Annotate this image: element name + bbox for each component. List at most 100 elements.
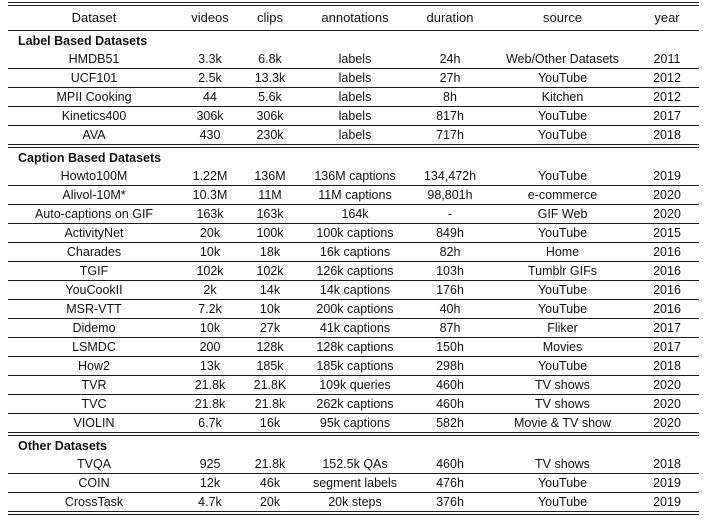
column-header-source: source	[542, 10, 583, 25]
section-title: Caption Based Datasets	[18, 150, 162, 165]
cell-year: 2016	[653, 302, 681, 316]
cell-duration: 27h	[439, 71, 461, 85]
cell-videos: 7.2k	[198, 302, 222, 316]
cell-year: 2020	[653, 397, 681, 411]
cell-annotations: labels	[338, 90, 372, 104]
cell-dataset: UCF101	[70, 71, 118, 85]
cell-videos: 12k	[199, 476, 221, 490]
cell-year: 2012	[653, 90, 681, 104]
cell-dataset: LSMDC	[72, 340, 116, 354]
cell-clips: 230k	[256, 128, 284, 142]
cell-clips: 163k	[256, 207, 284, 221]
cell-videos: 102k	[196, 264, 224, 278]
cell-duration: 817h	[436, 109, 464, 123]
cell-annotations: 185k captions	[316, 359, 394, 373]
cell-annotations: 109k queries	[319, 378, 391, 392]
cell-videos: 13k	[199, 359, 221, 373]
cell-source: YouTube	[537, 128, 588, 142]
table-row: ActivityNet 20k 100k 100k captions 849h YouTu…	[8, 224, 699, 243]
cell-source: YouTube	[537, 169, 588, 183]
cell-annotations: 14k captions	[319, 283, 391, 297]
cell-duration: 460h	[436, 378, 464, 392]
cell-duration: 582h	[436, 416, 464, 430]
table-row: Alivol-10M* 10.3M 11M 11M captions 98,801h e-…	[8, 186, 699, 205]
table-row: MSR-VTT 7.2k 10k 200k captions 40h YouTube 201…	[8, 300, 699, 319]
cell-clips: 5.6k	[258, 90, 282, 104]
cell-year: 2020	[653, 207, 681, 221]
cell-videos: 2.5k	[198, 71, 222, 85]
cell-videos: 10k	[199, 321, 221, 335]
cell-annotations: 128k captions	[316, 340, 394, 354]
cell-duration: 176h	[436, 283, 464, 297]
table-row: Auto-captions on GIF 163k 163k 164k - GIF Web…	[8, 205, 699, 224]
cell-year: 2018	[653, 128, 681, 142]
cell-source: Web/Other Datasets	[505, 52, 619, 66]
cell-duration: 8h	[443, 90, 457, 104]
cell-annotations: 20k steps	[328, 495, 382, 509]
cell-source: Movie & TV show	[513, 416, 612, 430]
cell-source: YouTube	[537, 302, 588, 316]
cell-clips: 185k	[256, 359, 284, 373]
cell-year: 2011	[653, 52, 681, 66]
cell-annotations: 136M captions	[314, 169, 396, 183]
section-header-row: Other Datasets	[8, 434, 699, 455]
cell-clips: 6.8k	[258, 52, 282, 66]
cell-videos: 10k	[199, 245, 221, 259]
cell-duration: -	[447, 207, 453, 221]
cell-duration: 849h	[436, 226, 464, 240]
cell-duration: 87h	[439, 321, 461, 335]
cell-year: 2019	[653, 476, 681, 490]
cell-year: 2018	[653, 457, 681, 471]
cell-videos: 2k	[203, 283, 217, 297]
cell-videos: 21.8k	[194, 397, 226, 411]
cell-annotations: 95k captions	[319, 416, 391, 430]
table-row: TVR 21.8k 21.8K 109k queries 460h TV shows 202…	[8, 376, 699, 395]
table-row: LSMDC 200 128k 128k captions 150h Movies 2017	[8, 338, 699, 357]
cell-dataset: MSR-VTT	[66, 302, 122, 316]
cell-annotations: 152.5k QAs	[322, 457, 388, 471]
table-row: YouCookII 2k 14k 14k captions 176h YouTube 201…	[8, 281, 699, 300]
cell-clips: 14k	[259, 283, 281, 297]
cell-year: 2016	[653, 264, 681, 278]
cell-videos: 3.3k	[198, 52, 222, 66]
cell-dataset: MPII Cooking	[56, 90, 132, 104]
cell-clips: 18k	[259, 245, 281, 259]
cell-dataset: How2	[78, 359, 110, 373]
cell-source: YouTube	[537, 226, 588, 240]
cell-annotations: labels	[338, 52, 372, 66]
cell-duration: 82h	[439, 245, 461, 259]
cell-duration: 24h	[439, 52, 461, 66]
cell-clips: 11M	[258, 188, 282, 202]
cell-duration: 134,472h	[423, 169, 477, 183]
cell-source: YouTube	[537, 476, 588, 490]
cell-duration: 103h	[436, 264, 464, 278]
cell-dataset: CrossTask	[64, 495, 124, 509]
cell-videos: 925	[199, 457, 221, 471]
cell-annotations: labels	[338, 128, 372, 142]
cell-source: Movies	[542, 340, 583, 354]
cell-dataset: COIN	[78, 476, 110, 490]
table-row: TVQA 925 21.8k 152.5k QAs 460h TV shows 2018	[8, 455, 699, 474]
cell-annotations: 200k captions	[316, 302, 394, 316]
cell-dataset: Auto-captions on GIF	[34, 207, 154, 221]
table-header: Dataset videos clips annotations duratio…	[8, 4, 699, 31]
section-header-row: Caption Based Datasets	[8, 146, 699, 167]
cell-annotations: 164k	[341, 207, 369, 221]
cell-videos: 163k	[196, 207, 224, 221]
cell-source: Home	[545, 245, 580, 259]
cell-annotations: 126k captions	[316, 264, 394, 278]
cell-source: YouTube	[537, 71, 588, 85]
cell-dataset: Didemo	[72, 321, 116, 335]
cell-clips: 10k	[259, 302, 281, 316]
cell-year: 2012	[653, 71, 681, 85]
cell-dataset: Alivol-10M*	[62, 188, 126, 202]
table-row: TGIF 102k 102k 126k captions 103h Tumblr GIFs…	[8, 262, 699, 281]
table-row: COIN 12k 46k segment labels 476h YouTube 2019	[8, 474, 699, 493]
cell-year: 2018	[653, 359, 681, 373]
cell-dataset: TGIF	[79, 264, 109, 278]
cell-year: 2017	[653, 340, 681, 354]
cell-source: YouTube	[537, 283, 588, 297]
cell-duration: 460h	[436, 397, 464, 411]
cell-clips: 46k	[259, 476, 281, 490]
cell-videos: 4.7k	[198, 495, 222, 509]
